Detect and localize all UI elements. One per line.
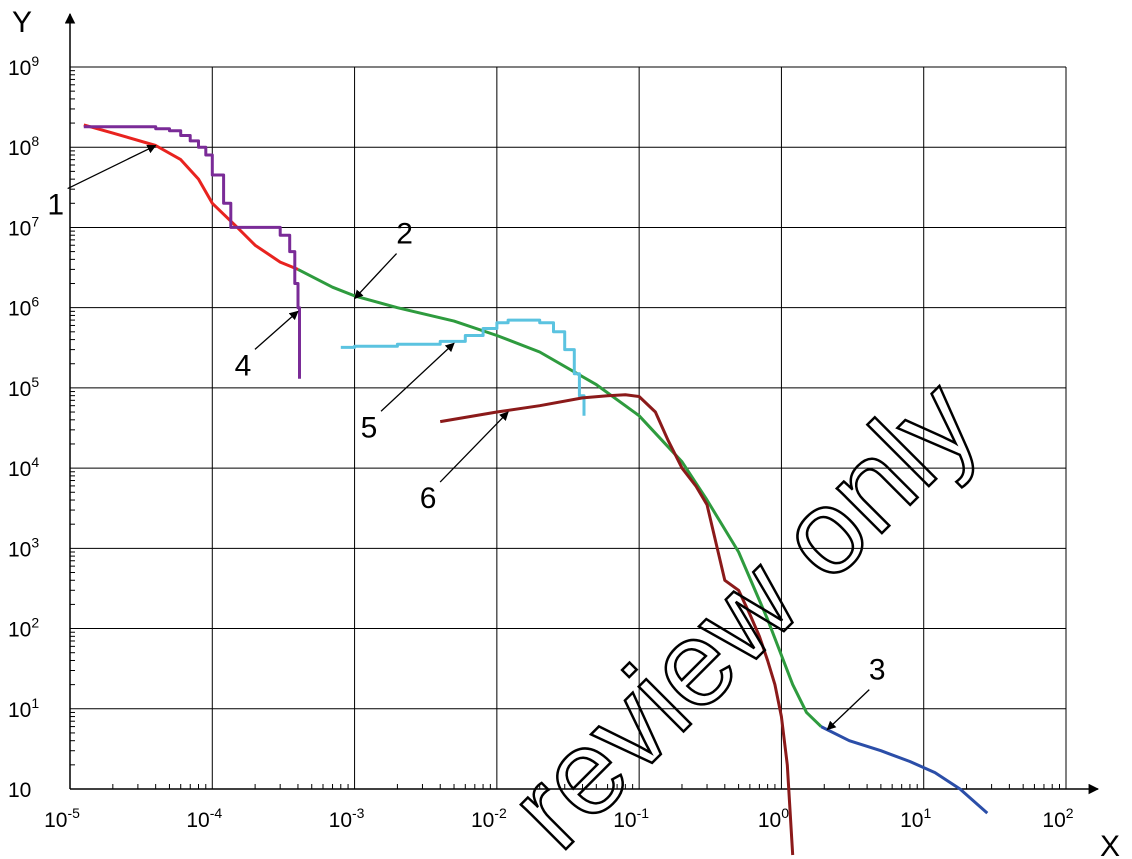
annotation-3-label: 3 <box>869 654 886 687</box>
annotations: 1 2 3 4 5 6 <box>47 144 886 731</box>
y-tick-label: 107 <box>8 213 39 240</box>
annotation-1-label: 1 <box>47 189 64 222</box>
series-4-line <box>83 125 301 379</box>
tick-labels: 10-5 10-4 10-3 10-2 10-1 100 101 102 10 101 102 103… <box>8 53 1074 832</box>
annotation-5-arrow <box>380 342 455 412</box>
axes <box>64 12 1100 795</box>
y-tick-label: 109 <box>8 53 39 80</box>
x-tick-label: 10-1 <box>613 805 649 832</box>
annotation-4-arrow <box>254 310 299 350</box>
x-tick-label: 10-2 <box>471 805 507 832</box>
annotation-4-label: 4 <box>235 349 252 382</box>
x-axis-label: X <box>1100 830 1120 859</box>
annotation-3-arrow <box>826 689 870 731</box>
series-group <box>83 123 989 856</box>
series-6-line <box>439 393 795 856</box>
y-tick-label: 105 <box>8 374 39 401</box>
x-tick-label: 100 <box>758 805 789 832</box>
x-tick-label: 102 <box>1042 805 1073 832</box>
annotation-6-label: 6 <box>420 482 437 515</box>
x-tick-label: 101 <box>900 805 931 832</box>
y-axis-label: Y <box>12 6 32 39</box>
annotation-5-label: 5 <box>361 411 378 444</box>
annotation-2-label: 2 <box>396 218 413 251</box>
annotation-2-arrow <box>353 253 398 300</box>
series-2-line <box>297 268 823 728</box>
series-3-line <box>820 725 989 815</box>
annotation-1-arrow <box>67 144 157 190</box>
y-tick-label: 101 <box>8 695 39 722</box>
annotation-6-arrow <box>439 411 509 483</box>
x-tick-label: 10-5 <box>44 805 80 832</box>
y-tick-label: 102 <box>8 615 39 642</box>
y-tick-label: 108 <box>8 133 39 160</box>
x-tick-label: 10-3 <box>329 805 365 832</box>
x-tick-label: 10-4 <box>186 805 222 832</box>
series-5-line <box>340 318 586 416</box>
y-tick-label: 104 <box>8 454 39 481</box>
y-tick-label: 10 <box>8 779 31 802</box>
series-1-line <box>83 123 299 271</box>
y-tick-label: 106 <box>8 294 39 321</box>
watermark: review only <box>484 354 1003 859</box>
y-tick-label: 103 <box>8 534 39 561</box>
grid <box>69 66 1067 790</box>
